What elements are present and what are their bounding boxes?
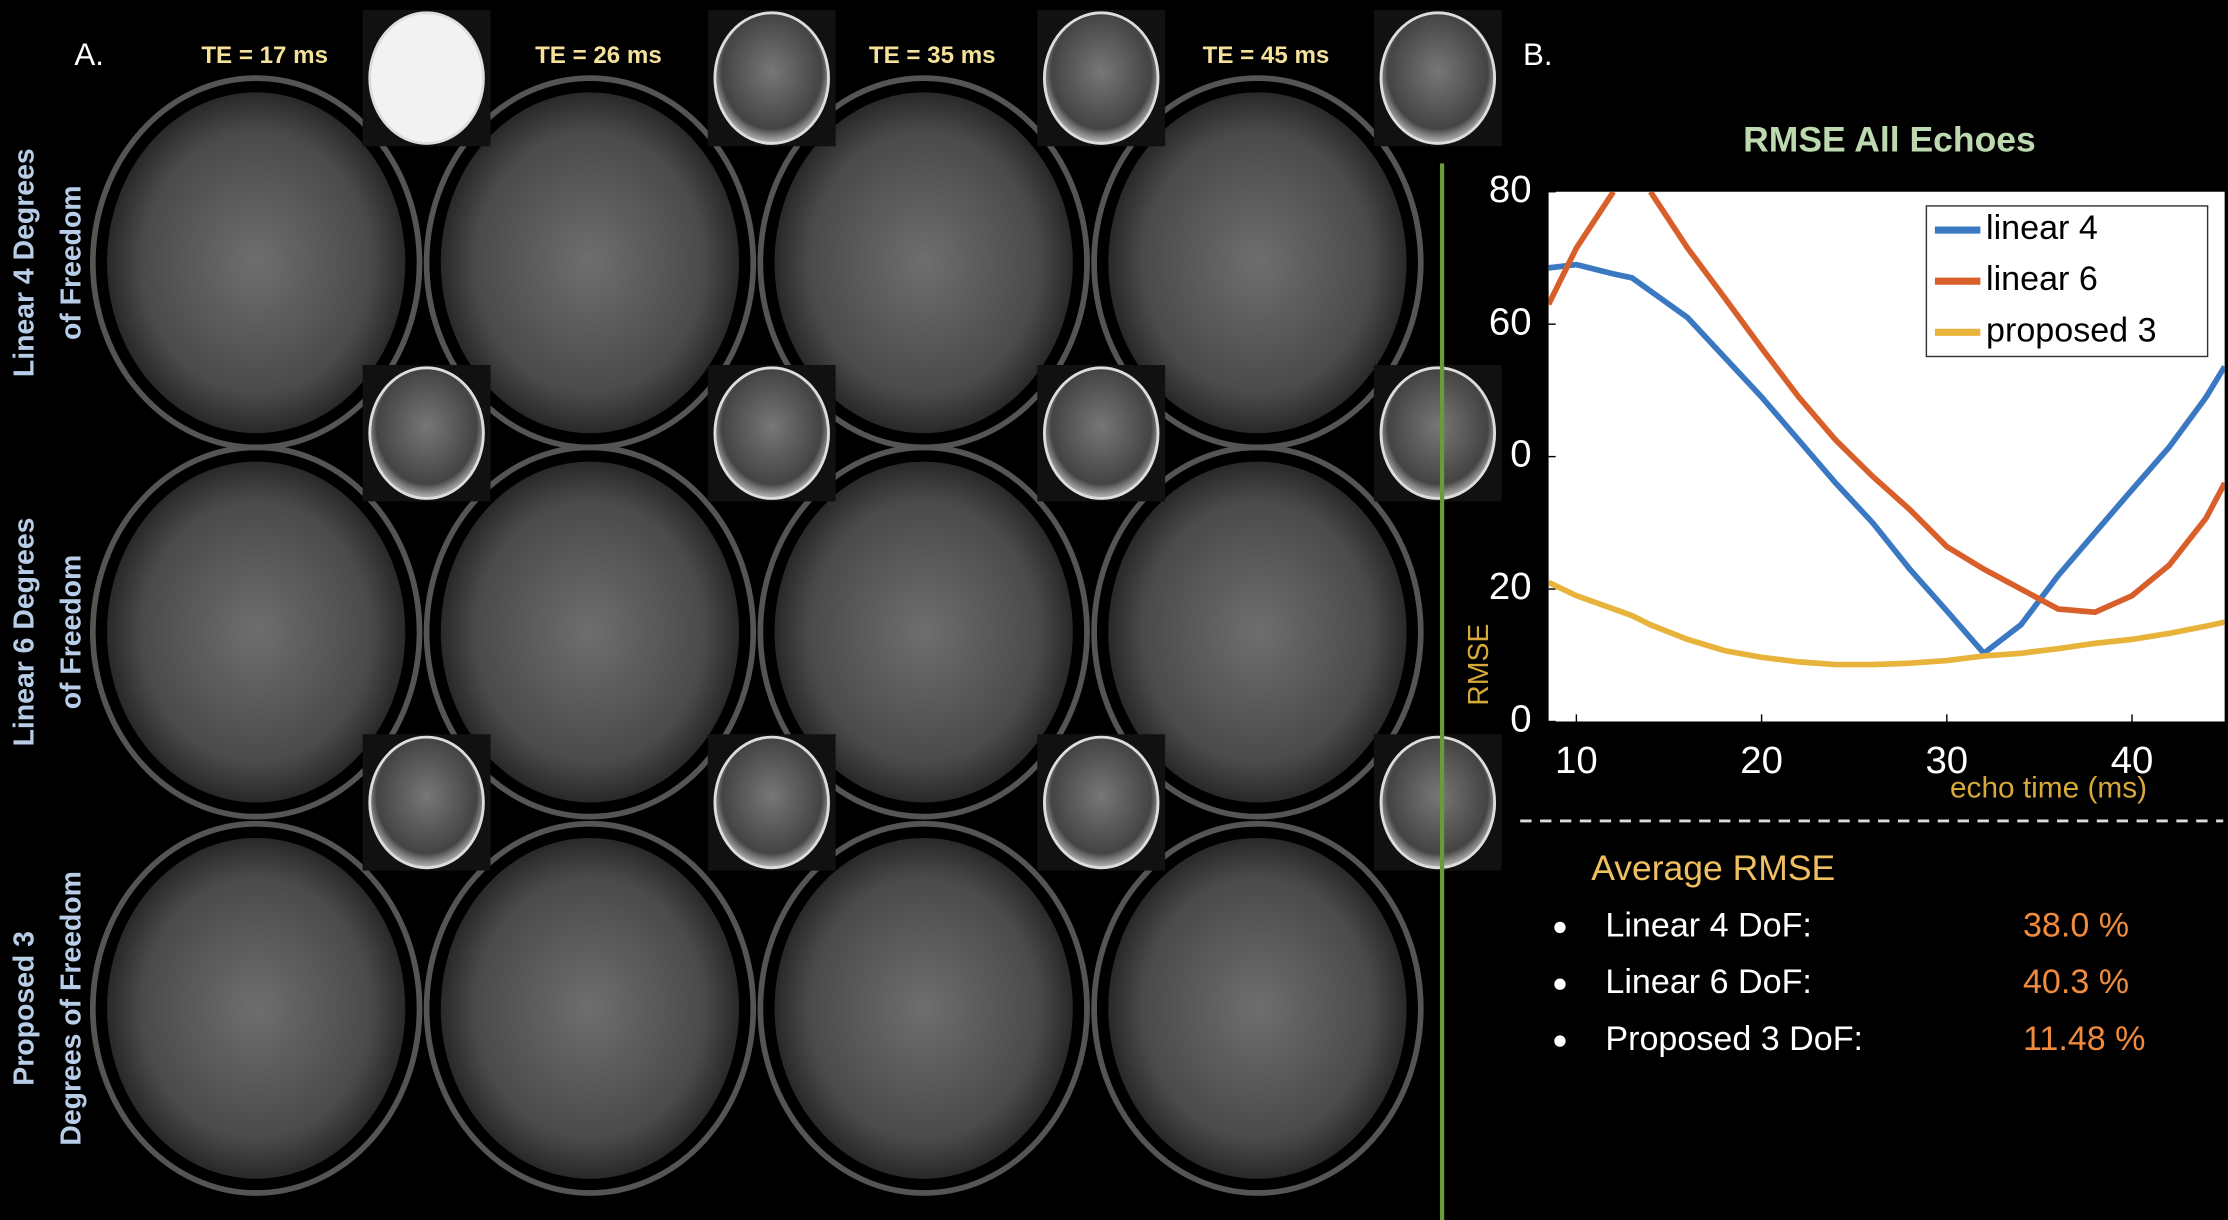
series-line xyxy=(1548,579,2225,668)
brain-image xyxy=(440,837,740,1179)
summary-label: Linear 6 DoF: xyxy=(1605,963,1811,1001)
diff-map xyxy=(713,11,830,145)
diff-map xyxy=(713,735,830,870)
te-label: TE = 35 ms xyxy=(869,42,996,69)
y-tick-label: 0 xyxy=(1510,433,1531,476)
brain-image xyxy=(107,461,406,803)
row-label: Degrees of Freedom xyxy=(55,871,87,1146)
y-tick-label: 60 xyxy=(1489,300,1532,343)
diff-map xyxy=(1379,366,1497,500)
summary-title: Average RMSE xyxy=(1591,848,1835,888)
diff-map xyxy=(368,735,485,870)
y-axis-label: RMSE xyxy=(1463,624,1495,706)
panel-label: B. xyxy=(1523,37,1553,72)
summary-value: 40.3 % xyxy=(2023,963,2129,1001)
diff-map xyxy=(1042,735,1160,870)
y-tick-label: 0 xyxy=(1510,698,1531,741)
x-tick-label: 10 xyxy=(1555,739,1598,782)
brain-outline xyxy=(757,820,1090,1196)
te-label: TE = 45 ms xyxy=(1203,42,1330,69)
diff-map xyxy=(1379,735,1497,870)
brain-outline xyxy=(423,820,757,1196)
legend-label: linear 4 xyxy=(1986,209,2098,247)
brain-outline xyxy=(423,444,757,820)
brain-image xyxy=(440,92,740,434)
row-label: Linear 4 Degrees xyxy=(9,148,41,377)
te-label: TE = 26 ms xyxy=(535,42,662,69)
summary-label: Linear 4 DoF: xyxy=(1605,906,1811,944)
x-tick-label: 30 xyxy=(1925,739,1968,782)
diff-map xyxy=(368,11,485,145)
row-label: Proposed 3 xyxy=(9,931,41,1086)
y-tick-label: 80 xyxy=(1489,168,1532,211)
brain-image xyxy=(1108,837,1407,1179)
diff-map xyxy=(1379,11,1497,145)
panel-label: A. xyxy=(74,37,104,72)
diff-map xyxy=(1042,366,1160,500)
summary-value: 11.48 % xyxy=(2023,1020,2146,1058)
brain-image xyxy=(1108,92,1407,434)
legend-label: linear 6 xyxy=(1986,260,2098,298)
brain-image xyxy=(774,461,1073,803)
diff-map xyxy=(713,366,830,500)
brain-image xyxy=(107,837,406,1179)
x-tick-label: 20 xyxy=(1740,739,1783,782)
x-axis-label: echo time (ms) xyxy=(1950,772,2147,805)
brain-image xyxy=(774,837,1073,1179)
x-tick-label: 40 xyxy=(2111,739,2154,782)
brain-image xyxy=(774,92,1073,434)
brain-outline xyxy=(89,444,423,820)
brain-outline xyxy=(1091,820,1424,1196)
row-label: of Freedom xyxy=(55,185,87,340)
legend-label: proposed 3 xyxy=(1986,311,2157,349)
brain-images xyxy=(89,9,1502,1196)
brain-image xyxy=(107,92,406,434)
chart-title: RMSE All Echoes xyxy=(1743,119,2036,159)
row-label: of Freedom xyxy=(55,555,87,710)
summary-value: 38.0 % xyxy=(2023,906,2129,944)
brain-image xyxy=(440,461,740,803)
bullet xyxy=(1554,978,1566,990)
brain-outline xyxy=(1091,444,1424,820)
brain-outline xyxy=(757,444,1090,820)
diff-map xyxy=(1042,11,1160,145)
series-line xyxy=(1548,261,2225,658)
brain-outline xyxy=(89,820,423,1196)
y-tick-label: 20 xyxy=(1489,565,1532,608)
summary-label: Proposed 3 DoF: xyxy=(1605,1020,1863,1058)
series-line xyxy=(1548,191,2225,616)
row-label: Linear 6 Degrees xyxy=(9,518,41,747)
bullet xyxy=(1554,1035,1566,1047)
brain-image xyxy=(1108,461,1407,803)
diff-map xyxy=(368,366,485,500)
bullet xyxy=(1554,921,1566,934)
te-label: TE = 17 ms xyxy=(201,42,328,69)
